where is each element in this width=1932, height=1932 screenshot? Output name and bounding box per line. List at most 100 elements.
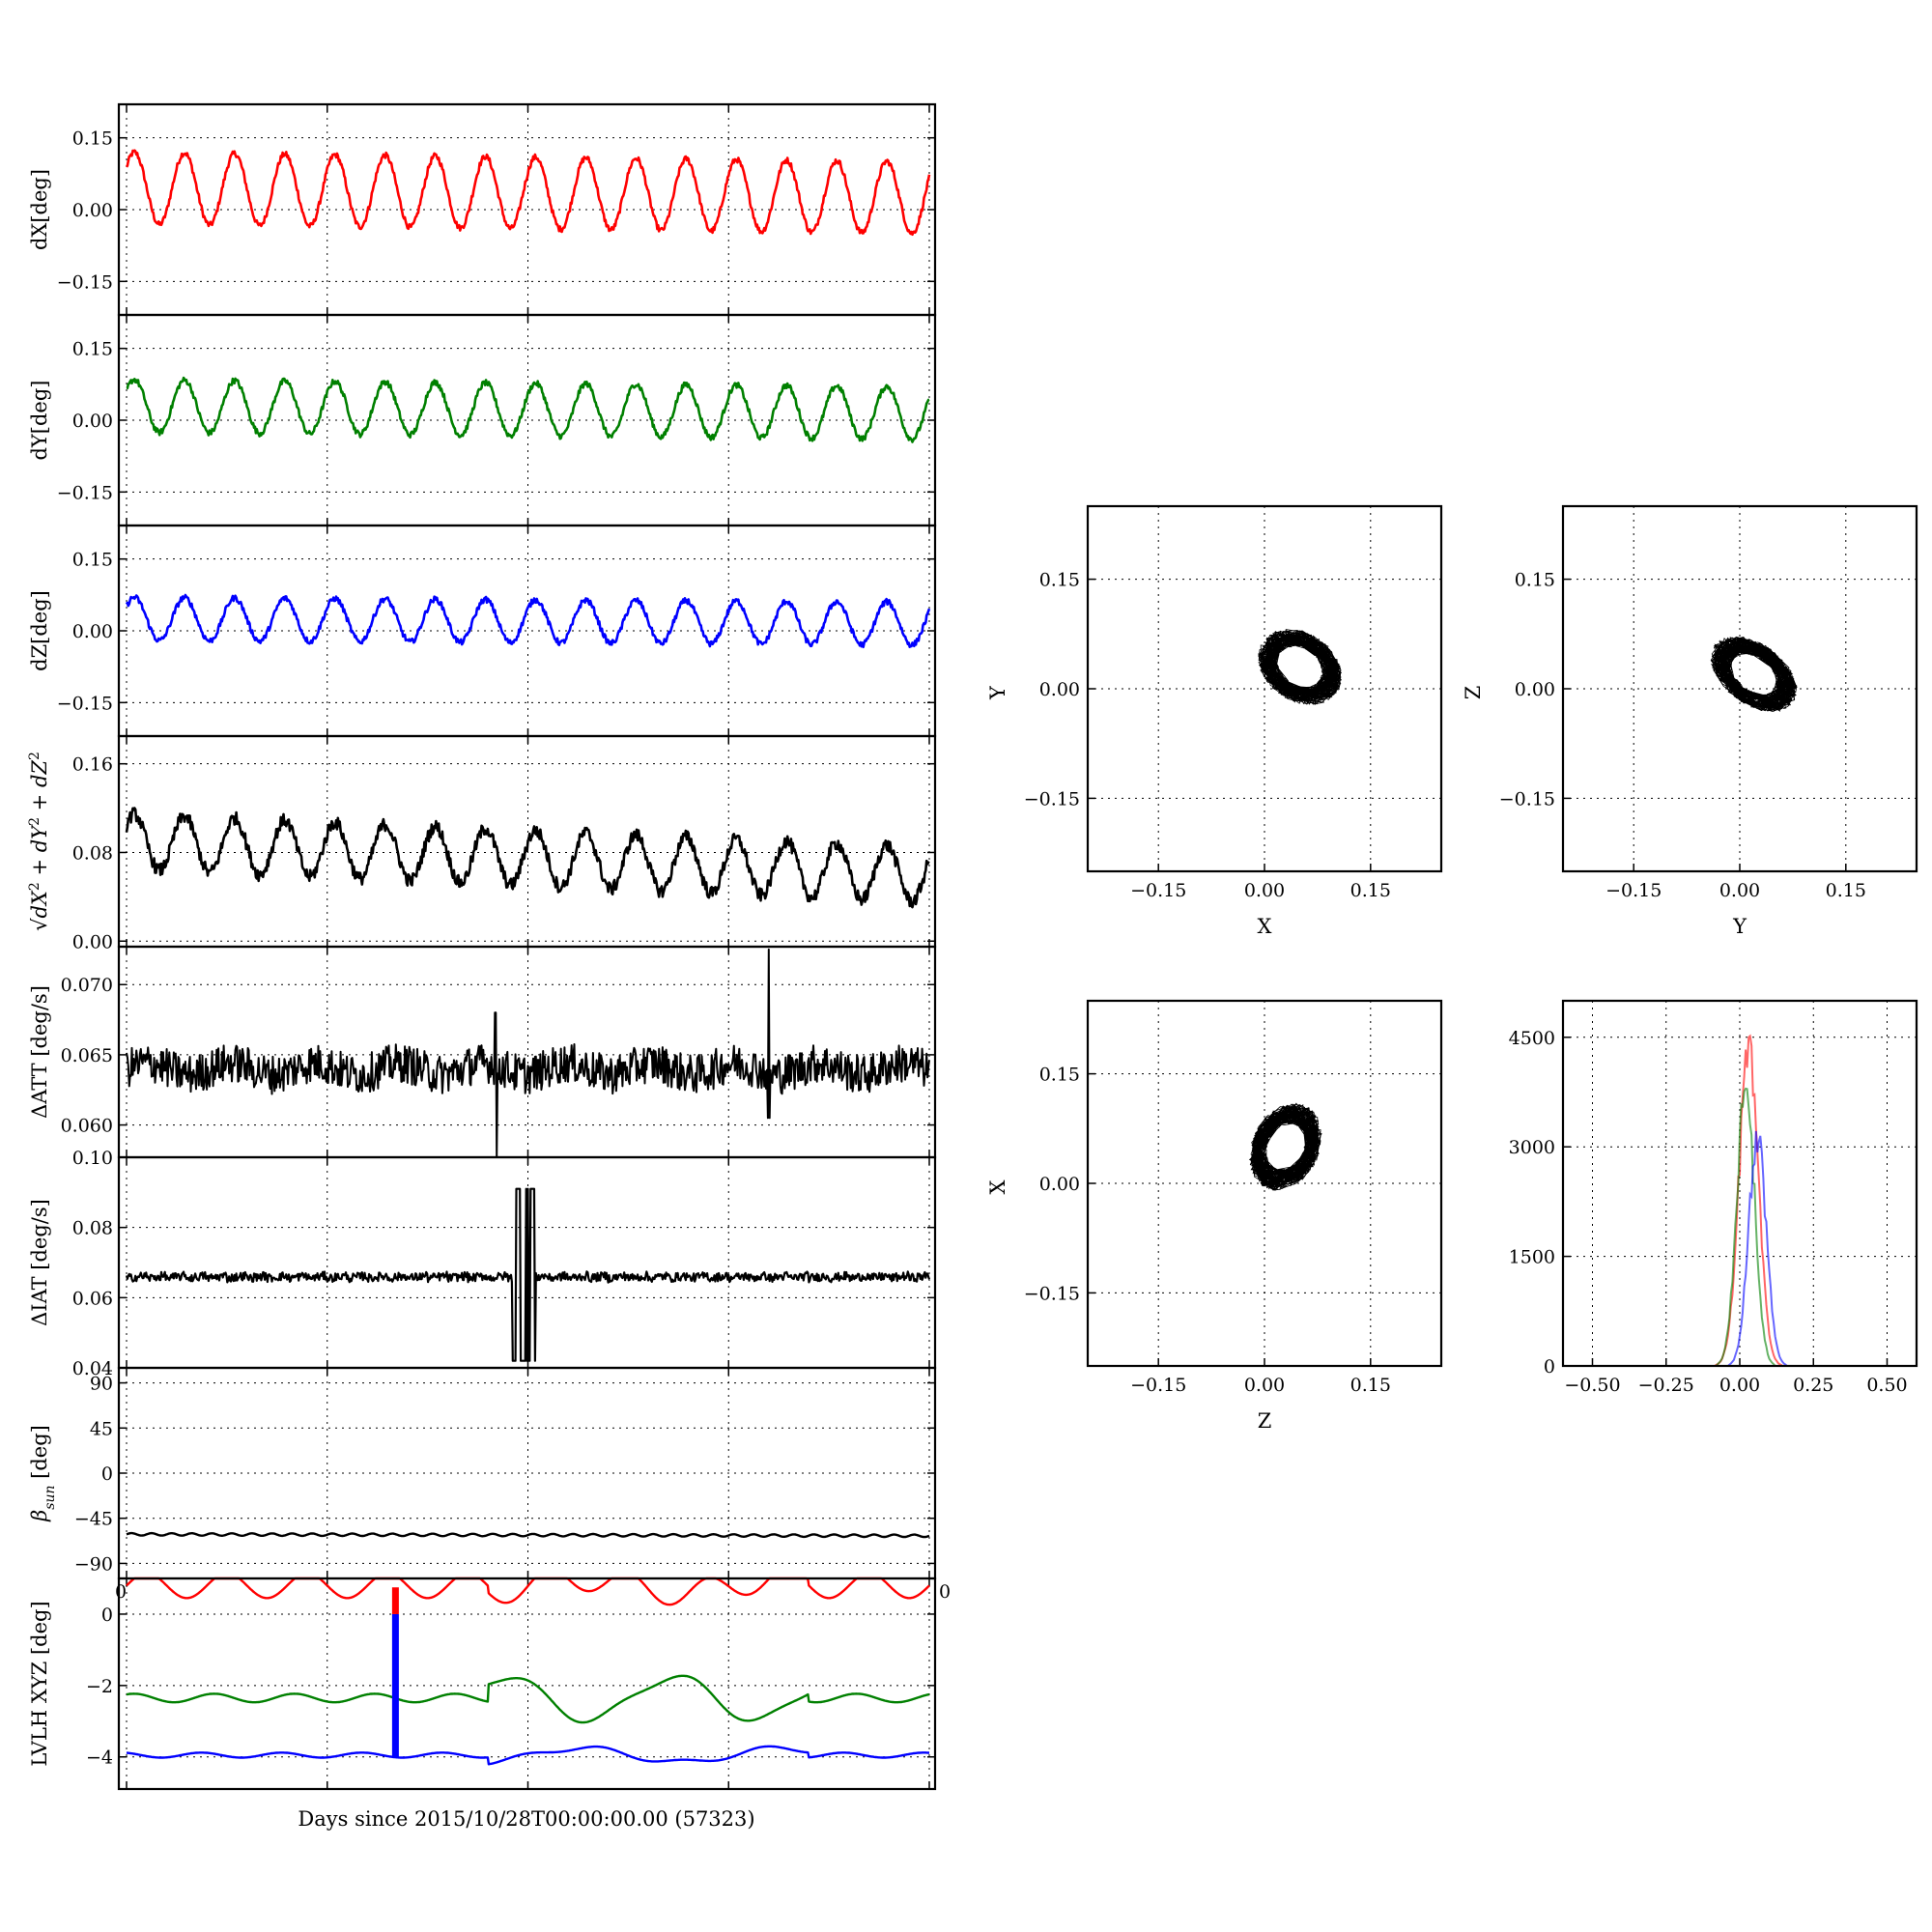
y-tick-label: −90 <box>74 1553 113 1575</box>
x-tick-label: 0.15 <box>1350 880 1391 901</box>
y-tick-label: 90 <box>90 1374 113 1395</box>
scatter-YZ: −0.15 −0.15 0.00 0.00 0.15 0.15 Y Z <box>1462 504 1918 938</box>
y-tick-label: 0.15 <box>72 339 113 360</box>
y-axis-label-part: + dZ <box>28 760 51 817</box>
y-tick-label: 0.00 <box>1515 679 1555 700</box>
y-tick-label: 0.04 <box>72 1358 113 1379</box>
y-tick-label: −0.15 <box>1024 1283 1080 1304</box>
x-tick-label: 0.00 <box>1719 1375 1760 1396</box>
y-tick-label: −45 <box>74 1509 113 1530</box>
y-tick-label: 0.15 <box>1515 570 1555 591</box>
y-tick-label: 4500 <box>1509 1028 1555 1049</box>
y-axis-label: LVLH XYZ [deg] <box>28 1601 51 1766</box>
series-dIAT <box>125 1187 931 1362</box>
y-axis-label-part: 2 <box>27 817 43 826</box>
y-axis-label: dX[deg] <box>28 169 51 250</box>
x-tick-label: 0.15 <box>1826 880 1866 901</box>
series-lvlh-Y <box>126 1674 930 1724</box>
hist-series-dX <box>1563 1034 1917 1367</box>
panel-beta: −90 −45 0 45 90 βsun [deg] <box>28 1366 937 1580</box>
y-axis-label-part: 2 <box>27 752 43 760</box>
panel-frame <box>1561 504 1918 873</box>
y-tick-label: 3000 <box>1509 1137 1555 1158</box>
figure-x-axis-label: Days since 2015/10/28T00:00:00.00 (57323… <box>298 1807 754 1831</box>
y-tick-label: −0.15 <box>57 482 113 503</box>
x-tick-label: −0.25 <box>1638 1375 1694 1396</box>
y-axis-label-part: dX <box>28 890 51 918</box>
y-tick-label: 0.070 <box>61 975 113 996</box>
y-tick-label: −4 <box>86 1747 113 1769</box>
y-tick-label: 1500 <box>1509 1247 1555 1268</box>
y-axis-label: Y <box>986 685 1009 700</box>
x-axis-label: X <box>1258 915 1272 938</box>
x-tick-label: −0.15 <box>1605 880 1662 901</box>
y-axis-label-part: β <box>28 1510 51 1522</box>
y-axis-label: dZ[deg] <box>28 590 51 671</box>
panel-frame <box>1086 999 1443 1368</box>
y-tick-label: 0.15 <box>72 550 113 571</box>
y-tick-label: 0.08 <box>72 1218 113 1239</box>
panel-dX: −0.15 0.00 0.15 dX[deg] <box>28 102 937 317</box>
y-tick-label: 0 <box>1544 1356 1555 1378</box>
x-tick-label: 0 <box>115 1581 127 1603</box>
y-tick-label: 0.00 <box>1039 1174 1080 1195</box>
panel-dY: −0.15 0.00 0.15 dY[deg] <box>28 313 937 527</box>
x-tick-label: 0.50 <box>1866 1375 1907 1396</box>
histogram-panel: −0.50 −0.25 0.00 0.25 0.50 0 1500 3000 4500 <box>1509 999 1918 1396</box>
y-tick-label: 0.065 <box>61 1045 113 1066</box>
y-tick-label: 0.08 <box>72 842 113 864</box>
panel-dZ: −0.15 0.00 0.15 dZ[deg] <box>28 524 937 738</box>
x-tick-label: −0.15 <box>1130 880 1186 901</box>
y-tick-label: 0.15 <box>1039 1065 1080 1086</box>
x-tick-label: 0.00 <box>1244 1375 1285 1396</box>
y-axis-label: ΔATT [deg/s] <box>28 985 51 1119</box>
y-tick-label: 0.06 <box>72 1288 113 1309</box>
y-tick-label: 0.16 <box>72 754 113 776</box>
y-tick-label: 0.00 <box>72 200 113 221</box>
x-axis-label: Z <box>1258 1409 1272 1433</box>
panel-frame <box>117 1577 937 1791</box>
x-tick-label: 0.25 <box>1793 1375 1833 1396</box>
y-tick-label: 0.15 <box>72 128 113 150</box>
y-axis-label-part: √ <box>28 918 51 931</box>
x-tick-label: −0.50 <box>1564 1375 1620 1396</box>
y-axis-label: X <box>986 1179 1009 1194</box>
scatter-trace <box>1258 629 1343 706</box>
y-axis-label-part: sun <box>43 1486 58 1510</box>
y-axis-label: βsun [deg] <box>28 1425 58 1522</box>
panel-dIAT: 0.04 0.06 0.08 0.10 ΔIAT [deg/s] <box>28 1148 937 1379</box>
x-tick-label: 0.15 <box>1350 1375 1391 1396</box>
x-tick-label: −0.15 <box>1130 1375 1186 1396</box>
y-tick-label: 0.00 <box>72 931 113 952</box>
series-dATT <box>126 948 930 1158</box>
time-series-panels: −0.150.000.15dX[deg]−0.150.000.15dY[deg]… <box>27 102 951 1791</box>
x-tick-label: 0 <box>939 1581 951 1603</box>
panel-dR: 0.000.080.16√dX2 + dY2 + dZ2 <box>27 734 937 952</box>
panel-frame <box>1086 504 1443 873</box>
y-tick-label: −2 <box>86 1676 113 1697</box>
y-axis-label: ΔIAT [deg/s] <box>28 1199 51 1326</box>
scatter-panels: −0.15 −0.15 0.00 0.00 0.15 0.15 X Y −0.15 −0.15 0.… <box>986 504 1918 1433</box>
series-dR <box>125 807 930 909</box>
y-tick-label: 0.10 <box>72 1148 113 1169</box>
hist-series-dY <box>1563 1087 1917 1367</box>
series-dX <box>125 149 931 237</box>
y-tick-label: 0.00 <box>72 411 113 432</box>
scatter-XY: −0.15 −0.15 0.00 0.00 0.15 0.15 X Y <box>986 504 1443 938</box>
y-axis-label: √dX2 + dY2 + dZ2 <box>27 752 51 931</box>
x-axis-label: Y <box>1732 915 1747 938</box>
scatter-trace <box>1248 1102 1322 1191</box>
y-tick-label: 0.00 <box>72 621 113 642</box>
series-lvlh-Z <box>126 1745 930 1766</box>
y-tick-label: 0.15 <box>1039 570 1080 591</box>
y-axis-label: dY[deg] <box>28 380 51 460</box>
y-axis-label-part: [deg] <box>28 1425 51 1485</box>
y-tick-label: −0.15 <box>57 693 113 714</box>
series-dY <box>126 376 930 443</box>
y-tick-label: 0 <box>101 1463 113 1485</box>
scatter-trace <box>1710 636 1798 713</box>
y-tick-label: −0.15 <box>1024 788 1080 810</box>
series-beta <box>126 1531 930 1539</box>
